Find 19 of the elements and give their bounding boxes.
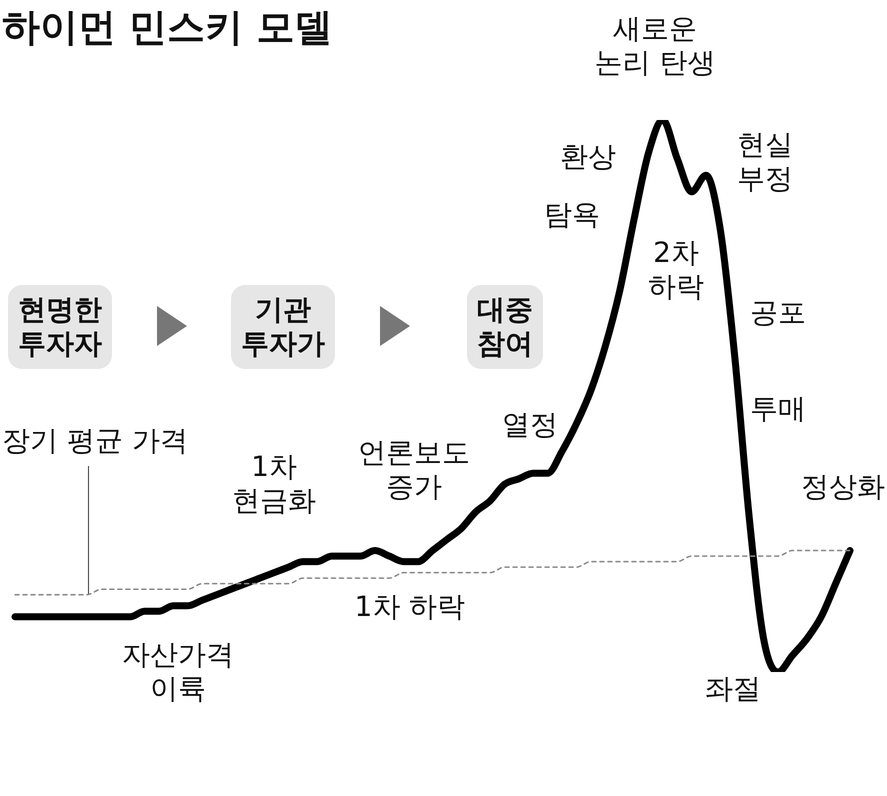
annotation: 1차 하락: [354, 590, 466, 624]
annotation: 정상화: [801, 470, 885, 504]
annotation: 탐욕: [544, 198, 600, 232]
text: 좌절: [705, 672, 761, 706]
annotation: 1차 현금화: [232, 450, 316, 518]
text: 새로운 논리 탄생: [594, 12, 716, 80]
annotation: 2차 하락: [648, 236, 704, 304]
annotation: 열정: [502, 408, 558, 442]
annotation: 언론보도 증가: [358, 436, 470, 504]
annotation: 공포: [750, 296, 806, 330]
annotation: 대중 참여: [467, 285, 543, 369]
annotation: 환상: [560, 140, 616, 174]
annotation: 기관 투자가: [231, 285, 335, 369]
annotation: 투매: [750, 392, 806, 426]
chart-title: 하이먼 민스키 모델: [2, 4, 332, 50]
annotation: 현실 부정: [737, 128, 793, 196]
annotation: 현명한 투자자: [8, 285, 112, 369]
annotation: 자산가격 이륙: [122, 638, 234, 706]
annotation: 장기 평균 가격: [2, 424, 188, 458]
